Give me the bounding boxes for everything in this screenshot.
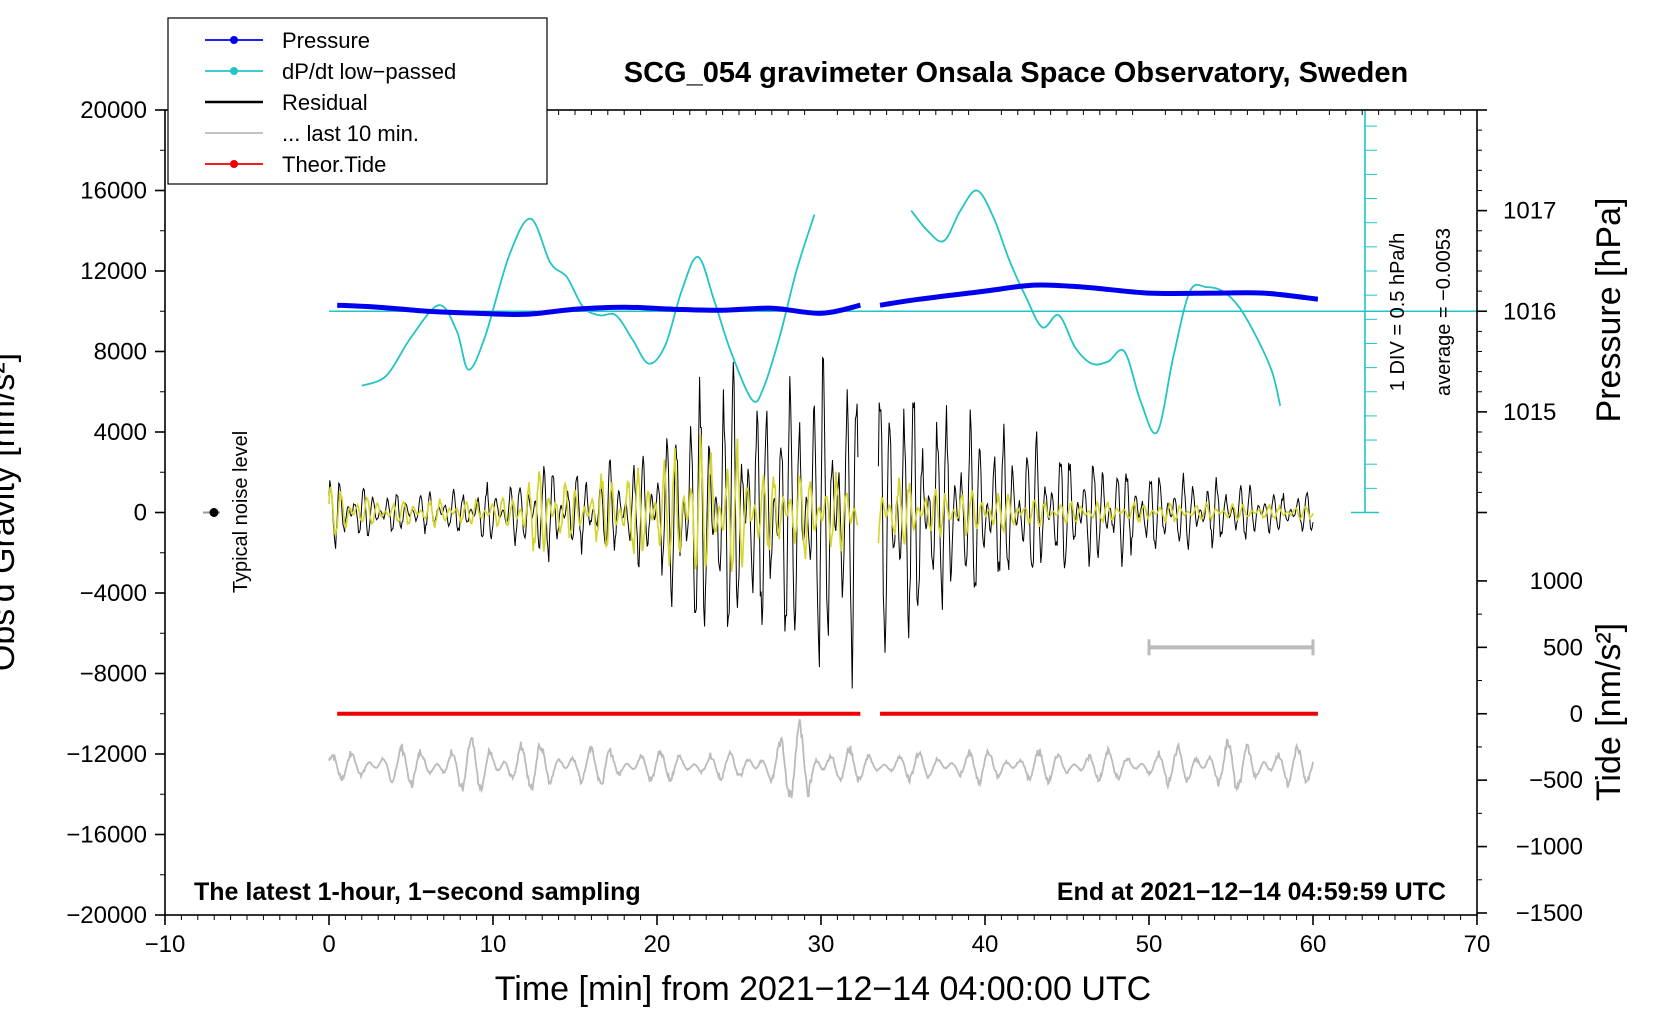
last10min-line	[328, 719, 1314, 799]
x-tick-label: 40	[972, 931, 999, 958]
y-tick-label: 12000	[80, 258, 147, 285]
tide-tick-label: 1000	[1530, 568, 1583, 595]
dpdt-line	[361, 214, 816, 403]
x-tick-label: 20	[644, 931, 671, 958]
legend-marker	[230, 160, 238, 168]
tide-tick-label: 500	[1543, 634, 1583, 661]
note-right: End at 2021−12−14 04:59:59 UTC	[1057, 878, 1446, 906]
tide-tick-label: −1000	[1516, 834, 1583, 861]
x-tick-label: 0	[322, 931, 335, 958]
pressure-tick-label: 1015	[1503, 399, 1556, 426]
y-tick-label: 16000	[80, 178, 147, 205]
pressure-line	[879, 282, 1319, 308]
y-tick-label: −4000	[80, 580, 147, 607]
x-tick-label: −10	[145, 931, 186, 958]
y-tick-label: −20000	[66, 902, 147, 929]
ticks-layer: −10 0 10 20 30 40 50 60 70 20000 16000 12000 8000 400…	[66, 97, 1583, 958]
y-axis-title-left: Obs'd Gravity [nm/s²]	[0, 353, 22, 671]
legend-label: Theor.Tide	[282, 152, 386, 177]
y-tick-label: 8000	[94, 339, 147, 366]
x-tick-label: 50	[1136, 931, 1163, 958]
y-tick-label: 0	[134, 500, 147, 527]
y-axis-title-tide: Tide [nm/s²]	[1590, 623, 1628, 801]
x-tick-label: 30	[808, 931, 835, 958]
curves-layer	[203, 110, 1477, 799]
noise-marker-dot	[209, 508, 219, 517]
pressure-tick-label: 1016	[1503, 298, 1556, 325]
y-tick-label: 20000	[80, 97, 147, 124]
pressure-tick-label: 1017	[1503, 198, 1556, 225]
x-tick-label: 60	[1300, 931, 1327, 958]
y-axis-title-pressure: Pressure [hPa]	[1590, 198, 1628, 423]
tide-tick-label: −1500	[1516, 900, 1583, 927]
y-tick-label: 4000	[94, 419, 147, 446]
legend-marker	[230, 36, 238, 44]
y-tick-label: −12000	[66, 741, 147, 768]
dpdt-div-label: 1 DIV = 0.5 hPa/h	[1387, 233, 1409, 391]
legend-label: dP/dt low−passed	[282, 59, 456, 84]
tide-tick-label: −500	[1529, 767, 1583, 794]
pressure-line	[337, 302, 861, 317]
noise-level-label: Typical noise level	[230, 431, 252, 593]
x-axis-title: Time [min] from 2021−12−14 04:00:00 UTC	[495, 970, 1151, 1008]
y-tick-label: −8000	[80, 661, 147, 688]
tide-tick-label: 0	[1570, 701, 1583, 728]
dpdt-line	[910, 189, 1282, 435]
legend-label: ... last 10 min.	[282, 121, 419, 146]
residual-lowpass-line	[328, 434, 1314, 572]
chart-title: SCG_054 gravimeter Onsala Space Observat…	[624, 57, 1408, 89]
legend-label: Pressure	[282, 28, 370, 53]
dpdt-average-label: average = −0.0053	[1433, 228, 1455, 396]
legend: Pressure dP/dt low−passed Residual ... last…	[167, 17, 548, 185]
note-left: The latest 1-hour, 1−second sampling	[194, 878, 641, 906]
x-tick-label: 10	[480, 931, 507, 958]
legend-marker	[230, 67, 238, 75]
legend-label: Residual	[282, 90, 368, 115]
x-tick-label: 70	[1464, 931, 1491, 958]
y-tick-label: −16000	[66, 822, 147, 849]
